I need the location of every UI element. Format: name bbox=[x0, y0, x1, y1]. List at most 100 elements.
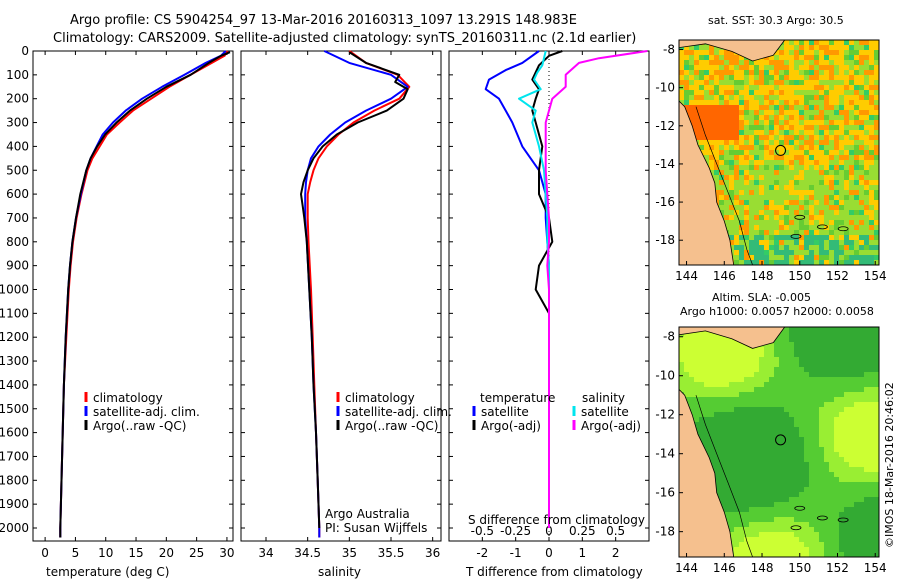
map-cell bbox=[864, 200, 869, 205]
map-cell bbox=[734, 467, 739, 472]
map-cell bbox=[759, 382, 764, 387]
map-cell bbox=[679, 367, 684, 372]
map-cell bbox=[854, 397, 859, 402]
map-cell bbox=[869, 180, 874, 185]
map-cell bbox=[849, 180, 854, 185]
map-cell bbox=[799, 392, 804, 397]
map-cell bbox=[859, 457, 864, 462]
map-cell bbox=[719, 447, 724, 452]
map-cell bbox=[754, 215, 759, 220]
map-cell bbox=[844, 332, 849, 337]
map-cell bbox=[804, 402, 809, 407]
y-tick-label: 100 bbox=[6, 68, 29, 82]
map-cell bbox=[699, 332, 704, 337]
map-cell bbox=[729, 50, 734, 55]
map-cell bbox=[874, 357, 879, 362]
map-cell bbox=[834, 452, 839, 457]
map-cell bbox=[794, 352, 799, 357]
map-cell bbox=[724, 100, 729, 105]
map-cell bbox=[749, 512, 754, 517]
map-cell bbox=[744, 115, 749, 120]
map-cell bbox=[684, 90, 689, 95]
map-cell bbox=[869, 170, 874, 175]
map-cell bbox=[709, 110, 714, 115]
map-cell bbox=[849, 517, 854, 522]
map-cell bbox=[719, 422, 724, 427]
map-cell bbox=[739, 165, 744, 170]
map-cell bbox=[874, 487, 879, 492]
map-cell bbox=[694, 50, 699, 55]
map-cell bbox=[719, 477, 724, 482]
map-cell bbox=[854, 377, 859, 382]
map-cell bbox=[854, 477, 859, 482]
series-line-argo-raw-qc- bbox=[300, 51, 409, 529]
map-cell bbox=[809, 115, 814, 120]
map-cell bbox=[794, 327, 799, 332]
map-cell bbox=[729, 457, 734, 462]
map-cell bbox=[784, 185, 789, 190]
map-cell bbox=[799, 105, 804, 110]
map-cell bbox=[834, 225, 839, 230]
map-cell bbox=[734, 342, 739, 347]
map-cell bbox=[764, 185, 769, 190]
map-cell bbox=[809, 352, 814, 357]
map-cell bbox=[829, 332, 834, 337]
map-cell bbox=[839, 412, 844, 417]
map-cell bbox=[854, 135, 859, 140]
map-cell bbox=[789, 55, 794, 60]
map-cell bbox=[719, 200, 724, 205]
map-cell bbox=[754, 185, 759, 190]
map-cell bbox=[764, 200, 769, 205]
map-cell bbox=[804, 115, 809, 120]
map-cell bbox=[804, 210, 809, 215]
map-cell bbox=[854, 120, 859, 125]
map-cell bbox=[784, 362, 789, 367]
map-cell bbox=[854, 105, 859, 110]
map-cell bbox=[774, 85, 779, 90]
map-cell bbox=[829, 542, 834, 547]
map-cell bbox=[824, 115, 829, 120]
map-cell bbox=[854, 482, 859, 487]
map-cell bbox=[734, 442, 739, 447]
map-cell bbox=[844, 462, 849, 467]
map-cell bbox=[829, 185, 834, 190]
map-cell bbox=[744, 205, 749, 210]
map-cell bbox=[804, 527, 809, 532]
map-cell bbox=[679, 50, 684, 55]
map-cell bbox=[814, 45, 819, 50]
map-cell bbox=[754, 230, 759, 235]
map-cell bbox=[789, 100, 794, 105]
map-cell bbox=[839, 377, 844, 382]
map-cell bbox=[764, 190, 769, 195]
map-cell bbox=[749, 522, 754, 527]
map-cell bbox=[744, 235, 749, 240]
map-cell bbox=[869, 442, 874, 447]
map-cell bbox=[699, 65, 704, 70]
map-cell bbox=[869, 457, 874, 462]
map-cell bbox=[814, 180, 819, 185]
map-cell bbox=[834, 255, 839, 260]
map-cell bbox=[744, 527, 749, 532]
map-cell bbox=[754, 170, 759, 175]
map-cell bbox=[869, 130, 874, 135]
map-cell bbox=[849, 150, 854, 155]
map-cell bbox=[774, 417, 779, 422]
map-cell bbox=[719, 347, 724, 352]
map-cell bbox=[874, 55, 879, 60]
map-cell bbox=[729, 387, 734, 392]
map-cell bbox=[769, 195, 774, 200]
map-cell bbox=[689, 100, 694, 105]
reef-outline bbox=[794, 214, 806, 220]
map-cell bbox=[824, 160, 829, 165]
map-cell bbox=[699, 407, 704, 412]
map-cell bbox=[859, 357, 864, 362]
map-cell bbox=[754, 100, 759, 105]
map-cell bbox=[819, 60, 824, 65]
map-cell bbox=[714, 115, 719, 120]
map-cell bbox=[704, 422, 709, 427]
map-cell bbox=[764, 245, 769, 250]
map-cell bbox=[809, 552, 814, 557]
map-cell bbox=[774, 180, 779, 185]
map-cell bbox=[829, 377, 834, 382]
map-cell bbox=[774, 412, 779, 417]
